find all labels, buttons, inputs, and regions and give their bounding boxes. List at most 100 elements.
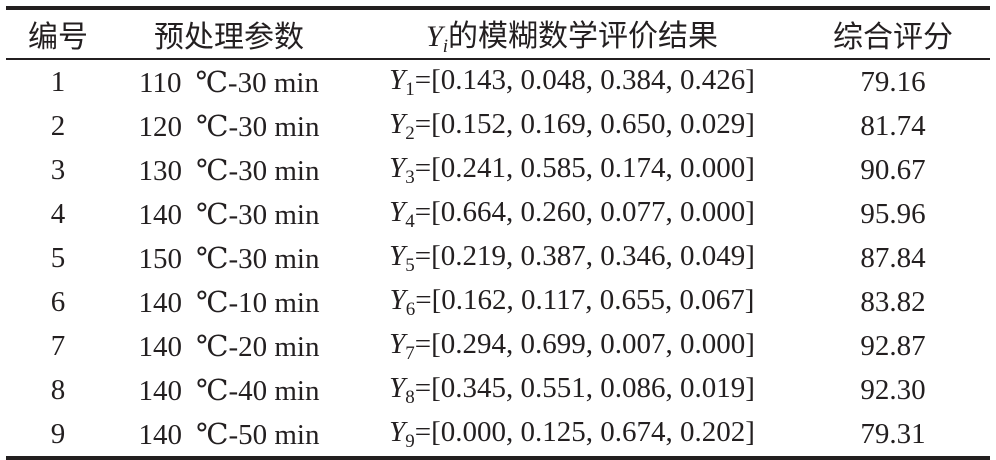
header-result-subscript: i <box>442 35 448 57</box>
cell-params: 150 ℃-30 min <box>110 236 348 280</box>
cell-unit: ℃ <box>196 198 229 231</box>
cell-result-subscript: 2 <box>405 122 415 144</box>
cell-result: Y5=[0.219, 0.387, 0.346, 0.049] <box>348 236 796 280</box>
cell-unit: ℃ <box>196 242 229 275</box>
header-id: 编号 <box>28 21 88 54</box>
cell-result-vector: =[0.162, 0.117, 0.655, 0.067] <box>415 283 755 316</box>
cell-id: 3 <box>50 153 66 186</box>
cell-id: 8 <box>50 373 66 406</box>
cell-temp: 140 <box>138 330 183 363</box>
table-row: 6 140 ℃-10 min Y6=[0.162, 0.117, 0.655, 0.0… <box>6 280 990 324</box>
cell-result: Y7=[0.294, 0.699, 0.007, 0.000] <box>348 324 796 368</box>
cell-result-vector: =[0.219, 0.387, 0.346, 0.049] <box>414 239 755 272</box>
cell-unit: ℃ <box>196 110 229 143</box>
cell-result-subscript: 6 <box>405 298 416 320</box>
cell-result-vector: =[0.152, 0.169, 0.650, 0.029] <box>414 107 755 140</box>
cell-score: 81.74 <box>860 109 926 142</box>
cell-result-subscript: 1 <box>405 78 415 100</box>
cell-params: 140 ℃-10 min <box>110 280 348 324</box>
table-row: 7 140 ℃-20 min Y7=[0.294, 0.699, 0.007, 0.0… <box>6 324 990 368</box>
header-score: 综合评分 <box>833 21 953 54</box>
cell-time: -30 min <box>228 110 320 143</box>
cell-result-symbol: Y <box>389 195 406 228</box>
cell-temp: 120 <box>138 110 183 143</box>
cell-result-vector: =[0.345, 0.551, 0.086, 0.019] <box>414 371 755 404</box>
cell-unit: ℃ <box>196 286 229 319</box>
cell-time: -30 min <box>228 198 320 231</box>
header-result-symbol: Y <box>426 19 443 53</box>
cell-result-symbol: Y <box>389 415 406 448</box>
cell-params: 110 ℃-30 min <box>110 59 348 104</box>
cell-result-symbol: Y <box>389 283 406 316</box>
cell-result-symbol: Y <box>389 371 406 404</box>
cell-time: -30 min <box>228 154 320 187</box>
cell-score: 95.96 <box>860 197 926 230</box>
cell-id: 2 <box>50 109 66 142</box>
cell-result-subscript: 3 <box>405 166 415 188</box>
cell-params: 140 ℃-50 min <box>110 412 348 458</box>
table-body: 1 110 ℃-30 min Y1=[0.143, 0.048, 0.384, 0.4… <box>6 59 990 458</box>
cell-temp: 140 <box>138 198 183 231</box>
cell-id: 5 <box>50 241 66 274</box>
table-row: 9 140 ℃-50 min Y9=[0.000, 0.125, 0.674, 0.2… <box>6 412 990 458</box>
cell-id: 6 <box>50 285 66 318</box>
cell-result: Y1=[0.143, 0.048, 0.384, 0.426] <box>348 59 796 104</box>
cell-params: 140 ℃-30 min <box>110 192 348 236</box>
cell-time: -30 min <box>227 66 319 99</box>
cell-result: Y3=[0.241, 0.585, 0.174, 0.000] <box>348 148 796 192</box>
cell-params: 120 ℃-30 min <box>110 104 348 148</box>
cell-result-symbol: Y <box>389 239 406 272</box>
header-result-label: 的模糊数学评价结果 <box>447 19 718 53</box>
cell-id: 9 <box>50 417 66 450</box>
cell-score: 87.84 <box>860 241 926 274</box>
cell-result-symbol: Y <box>389 151 406 184</box>
cell-unit: ℃ <box>196 418 229 451</box>
cell-time: -50 min <box>228 418 320 451</box>
cell-score: 92.30 <box>860 373 926 406</box>
cell-params: 130 ℃-30 min <box>110 148 348 192</box>
table-row: 8 140 ℃-40 min Y8=[0.345, 0.551, 0.086, 0.0… <box>6 368 990 412</box>
header-result: Yi的模糊数学评价结果 <box>348 8 796 59</box>
cell-id: 4 <box>50 197 66 230</box>
cell-result-vector: =[0.241, 0.585, 0.174, 0.000] <box>414 151 755 184</box>
cell-id: 1 <box>50 65 66 98</box>
cell-unit: ℃ <box>195 66 228 99</box>
cell-result-subscript: 7 <box>405 342 415 364</box>
cell-temp: 140 <box>138 418 183 451</box>
cell-result-symbol: Y <box>389 63 406 96</box>
cell-result: Y2=[0.152, 0.169, 0.650, 0.029] <box>348 104 796 148</box>
table-row: 1 110 ℃-30 min Y1=[0.143, 0.048, 0.384, 0.4… <box>6 59 990 104</box>
cell-result-subscript: 4 <box>405 210 415 232</box>
cell-result-vector: =[0.143, 0.048, 0.384, 0.426] <box>414 63 755 96</box>
cell-result-vector: =[0.000, 0.125, 0.674, 0.202] <box>414 415 755 448</box>
cell-temp: 150 <box>138 242 183 275</box>
cell-time: -10 min <box>228 286 320 319</box>
table-row: 4 140 ℃-30 min Y4=[0.664, 0.260, 0.077, 0.0… <box>6 192 990 236</box>
evaluation-table-container: 编号 预处理参数 Yi的模糊数学评价结果 综合评分 1 110 ℃-30 min Y1… <box>6 6 990 460</box>
cell-temp: 140 <box>138 286 183 319</box>
header-row: 编号 预处理参数 Yi的模糊数学评价结果 综合评分 <box>6 8 990 59</box>
table-row: 5 150 ℃-30 min Y5=[0.219, 0.387, 0.346, 0.0… <box>6 236 990 280</box>
cell-result: Y9=[0.000, 0.125, 0.674, 0.202] <box>348 412 796 458</box>
cell-result-symbol: Y <box>389 107 406 140</box>
cell-result: Y4=[0.664, 0.260, 0.077, 0.000] <box>348 192 796 236</box>
table-row: 2 120 ℃-30 min Y2=[0.152, 0.169, 0.650, 0.0… <box>6 104 990 148</box>
cell-params: 140 ℃-20 min <box>110 324 348 368</box>
cell-score: 83.82 <box>860 285 926 318</box>
cell-temp: 130 <box>138 154 183 187</box>
cell-unit: ℃ <box>196 374 229 407</box>
cell-score: 90.67 <box>860 153 926 186</box>
cell-params: 140 ℃-40 min <box>110 368 348 412</box>
cell-result-subscript: 9 <box>405 430 415 452</box>
cell-result-symbol: Y <box>389 327 406 360</box>
table-header: 编号 预处理参数 Yi的模糊数学评价结果 综合评分 <box>6 8 990 59</box>
cell-score: 79.16 <box>860 65 926 98</box>
cell-score: 79.31 <box>860 417 926 450</box>
cell-result-subscript: 8 <box>405 386 415 408</box>
cell-result: Y8=[0.345, 0.551, 0.086, 0.019] <box>348 368 796 412</box>
cell-unit: ℃ <box>196 330 229 363</box>
header-params: 预处理参数 <box>154 21 304 54</box>
cell-id: 7 <box>50 329 66 362</box>
cell-result-subscript: 5 <box>405 254 415 276</box>
cell-time: -30 min <box>228 242 320 275</box>
